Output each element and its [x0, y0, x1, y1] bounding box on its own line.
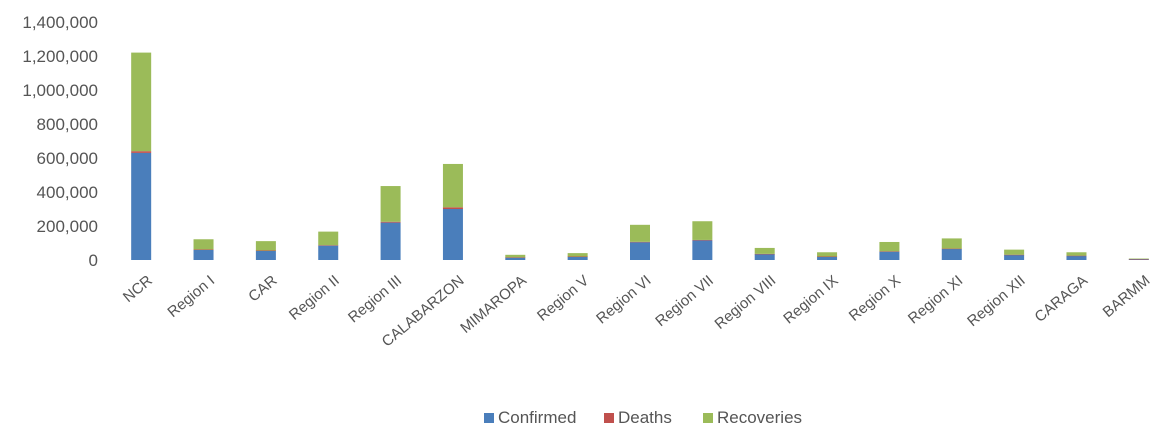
y-tick-label: 0 [89, 251, 98, 270]
y-tick-label: 200,000 [37, 217, 98, 236]
bar-confirmed-13 [941, 248, 962, 260]
bar-confirmed-10 [754, 254, 775, 260]
bar-recoveries-6 [505, 254, 526, 258]
bar-deaths-6 [505, 257, 526, 258]
x-category-label: Region VII [652, 272, 717, 330]
bar-recoveries-2 [255, 241, 276, 251]
x-category-label: Region VIII [711, 272, 779, 333]
bar-deaths-2 [255, 250, 276, 251]
x-category-label: Region II [286, 272, 343, 324]
x-category-label: Region X [846, 272, 904, 325]
bar-confirmed-11 [817, 256, 838, 260]
x-category-label: Region IX [780, 272, 841, 327]
bar-deaths-10 [754, 253, 775, 255]
bar-confirmed-6 [505, 257, 526, 260]
legend-label-deaths: Deaths [618, 408, 672, 427]
bar-deaths-16 [1128, 259, 1149, 260]
y-tick-label: 400,000 [37, 183, 98, 202]
bar-confirmed-15 [1066, 255, 1087, 260]
bar-recoveries-5 [442, 163, 463, 208]
x-category-label: Region V [534, 272, 592, 325]
x-category-label: CAR [245, 272, 280, 305]
bar-recoveries-12 [879, 241, 900, 252]
x-category-label: Region VI [593, 272, 654, 327]
y-axis: 0 200,000 400,000 600,000 800,000 1,000,000 1,… [22, 13, 98, 270]
x-category-label: Region III [345, 272, 405, 326]
x-category-label: BARMM [1100, 272, 1154, 321]
x-category-label: Region XII [964, 272, 1029, 330]
x-category-label: Region XI [905, 272, 966, 327]
bar-deaths-11 [817, 256, 838, 258]
y-tick-label: 1,200,000 [22, 47, 98, 66]
bar-recoveries-0 [131, 52, 152, 152]
y-tick-label: 800,000 [37, 115, 98, 134]
y-tick-label: 1,400,000 [22, 13, 98, 32]
bar-recoveries-8 [630, 224, 650, 242]
bar-deaths-7 [567, 256, 588, 258]
bar-confirmed-12 [879, 251, 900, 260]
bar-recoveries-7 [567, 253, 588, 257]
bar-recoveries-1 [193, 239, 214, 250]
bar-confirmed-3 [318, 245, 339, 260]
legend-swatch-confirmed [484, 413, 494, 423]
x-category-label: MIMAROPA [457, 272, 530, 337]
x-category-label: CARAGA [1032, 272, 1091, 326]
bar-recoveries-3 [318, 231, 339, 246]
bar-confirmed-7 [567, 256, 588, 260]
bar-recoveries-10 [754, 247, 775, 254]
bar-confirmed-1 [193, 249, 214, 260]
bars [131, 52, 1149, 260]
bar-confirmed-9 [692, 240, 713, 260]
bar-deaths-5 [442, 207, 463, 209]
bar-deaths-9 [692, 239, 713, 241]
bar-recoveries-9 [692, 221, 713, 240]
x-category-label: NCR [120, 272, 156, 306]
bar-confirmed-4 [380, 222, 401, 260]
bar-confirmed-5 [442, 209, 463, 260]
legend-swatch-deaths [604, 413, 614, 423]
y-tick-label: 1,000,000 [22, 81, 98, 100]
bar-deaths-14 [1004, 254, 1025, 256]
legend: Confirmed Deaths Recoveries [484, 408, 802, 427]
bar-deaths-1 [193, 249, 214, 250]
bar-recoveries-16 [1128, 258, 1149, 260]
bar-confirmed-8 [630, 242, 650, 260]
y-tick-label: 600,000 [37, 149, 98, 168]
bar-recoveries-15 [1066, 252, 1087, 256]
bar-deaths-4 [380, 221, 401, 223]
legend-swatch-recoveries [703, 413, 713, 423]
bar-confirmed-0 [131, 152, 152, 260]
bar-deaths-0 [131, 151, 152, 153]
bar-confirmed-16 [1128, 259, 1149, 260]
bar-recoveries-13 [941, 238, 962, 249]
bar-deaths-8 [630, 241, 650, 243]
bar-recoveries-4 [380, 186, 401, 222]
bar-confirmed-14 [1004, 254, 1025, 260]
bar-deaths-12 [879, 251, 900, 252]
x-axis: NCR Region I CAR Region II Region IIICALABAR… [120, 272, 1153, 351]
bar-recoveries-14 [1004, 249, 1025, 255]
bar-confirmed-2 [255, 250, 276, 260]
legend-label-confirmed: Confirmed [498, 408, 576, 427]
x-category-label: Region I [164, 272, 218, 321]
legend-label-recoveries: Recoveries [717, 408, 802, 427]
bar-recoveries-11 [817, 252, 838, 257]
bar-deaths-13 [941, 248, 962, 250]
bar-deaths-3 [318, 245, 339, 246]
